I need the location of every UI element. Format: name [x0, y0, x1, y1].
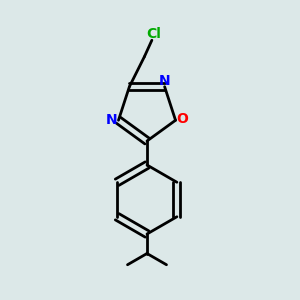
Text: O: O — [176, 112, 188, 126]
Text: Cl: Cl — [146, 27, 161, 40]
Text: N: N — [159, 74, 170, 88]
Text: N: N — [106, 113, 118, 127]
